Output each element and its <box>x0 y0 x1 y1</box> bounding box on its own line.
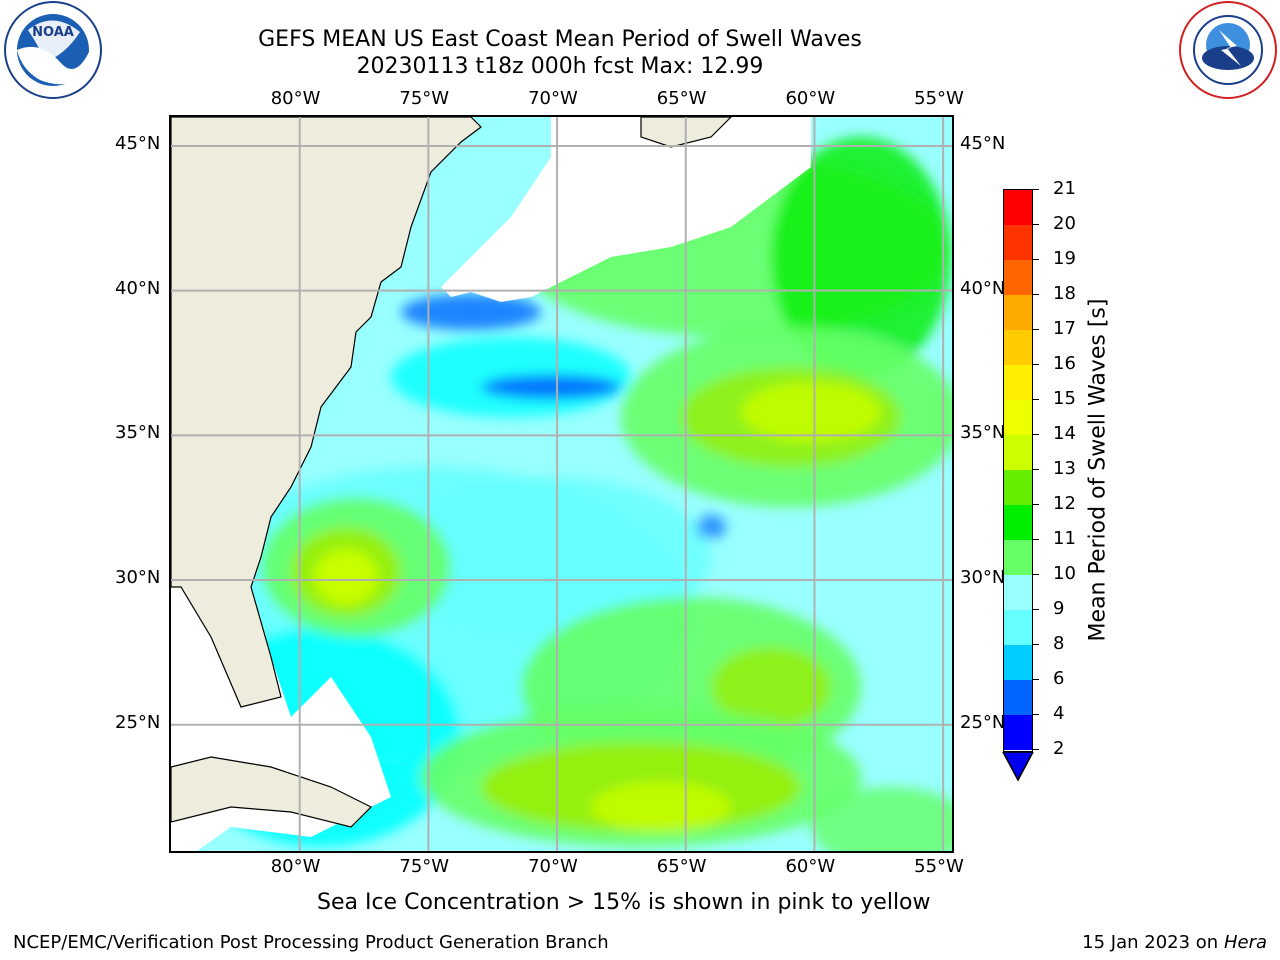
lon-label-bottom-1: 75°W <box>399 856 450 877</box>
colorbar-segment-11 <box>1004 505 1032 540</box>
colorbar-tickmark-19 <box>1033 259 1039 260</box>
colorbar-segment-19 <box>1004 225 1032 260</box>
colorbar-segment-9 <box>1004 575 1032 610</box>
colorbar-tickmark-6 <box>1033 679 1039 680</box>
lon-label-bottom-5: 55°W <box>914 856 964 877</box>
lon-label-bottom-3: 65°W <box>656 856 707 877</box>
colorbar-label-13: 13 <box>1053 458 1076 479</box>
lat-label-left-4: 25°N <box>115 711 161 733</box>
land-us-east-coast <box>171 117 482 708</box>
lon-label-top-0: 80°W <box>270 88 321 109</box>
noaa-logo: NOAA <box>4 1 102 99</box>
lon-label-top-5: 55°W <box>914 88 964 109</box>
colorbar-label-21: 21 <box>1053 178 1076 199</box>
lat-label-right-0: 45°N <box>960 132 1006 154</box>
colorbar-label-12: 12 <box>1053 493 1076 514</box>
colorbar-tickmark-21 <box>1033 189 1039 190</box>
colorbar-under-arrow <box>1002 752 1034 782</box>
colorbar-tickmark-9 <box>1033 609 1039 610</box>
lat-label-left-0: 45°N <box>115 132 161 154</box>
footer-host: Hera <box>1223 932 1267 953</box>
swell-field-shading <box>171 137 952 851</box>
lat-label-left-2: 35°N <box>115 422 161 444</box>
nodata-region-north <box>441 117 811 302</box>
lat-label-left-1: 40°N <box>115 277 161 299</box>
colorbar-label-17: 17 <box>1053 318 1076 339</box>
colorbar-tickmark-10 <box>1033 574 1039 575</box>
colorbar-segment-17 <box>1004 295 1032 330</box>
colorbar-tickmark-20 <box>1033 224 1039 225</box>
colorbar-tickmark-2 <box>1033 749 1039 750</box>
lat-label-right-3: 30°N <box>960 567 1006 589</box>
colorbar-segment-8 <box>1004 610 1032 645</box>
footer-left: NCEP/EMC/Verification Post Processing Pr… <box>13 932 609 953</box>
lon-label-top-3: 65°W <box>656 88 707 109</box>
colorbar-label-6: 6 <box>1053 668 1065 689</box>
colorbar-tickmark-17 <box>1033 329 1039 330</box>
chart-title: GEFS MEAN US East Coast Mean Period of S… <box>258 27 862 52</box>
colorbar-label-9: 9 <box>1053 598 1065 619</box>
land-cuba <box>171 756 373 828</box>
colorbar-tickmark-12 <box>1033 504 1039 505</box>
colorbar-label-16: 16 <box>1053 353 1076 374</box>
sea-ice-note: Sea Ice Concentration > 15% is shown in … <box>317 890 931 915</box>
noaa-logo-text: NOAA <box>32 25 74 40</box>
colorbar-label-20: 20 <box>1053 213 1076 234</box>
colorbar-tickmark-14 <box>1033 434 1039 435</box>
colorbar-tickmark-8 <box>1033 644 1039 645</box>
map-plot-area <box>169 115 954 853</box>
colorbar-segment-18 <box>1004 260 1032 295</box>
colorbar-label-4: 4 <box>1053 703 1065 724</box>
colorbar-label-10: 10 <box>1053 563 1076 584</box>
lon-label-bottom-2: 70°W <box>528 856 578 877</box>
colorbar-label-11: 11 <box>1053 528 1076 549</box>
colorbar-tickmark-4 <box>1033 714 1039 715</box>
colorbar-label-8: 8 <box>1053 633 1065 654</box>
colorbar-segment-10 <box>1004 540 1032 575</box>
colorbar-segment-2 <box>1004 715 1032 750</box>
colorbar-segment-14 <box>1004 400 1032 435</box>
colorbar-segment-20 <box>1004 190 1032 225</box>
colorbar-tickmark-18 <box>1033 294 1039 295</box>
lon-label-bottom-4: 60°W <box>785 856 836 877</box>
lat-label-right-1: 40°N <box>960 277 1006 299</box>
lon-label-top-4: 60°W <box>785 88 836 109</box>
footer-right: 15 Jan 2023 on Hera <box>1082 933 1267 953</box>
colorbar-label-14: 14 <box>1053 423 1076 444</box>
lat-label-right-4: 25°N <box>960 711 1006 733</box>
colorbar <box>1003 189 1033 752</box>
colorbar-segment-6 <box>1004 645 1032 680</box>
lon-label-top-2: 70°W <box>528 88 578 109</box>
colorbar-tickmark-16 <box>1033 364 1039 365</box>
colorbar-segment-13 <box>1004 435 1032 470</box>
colorbar-segment-4 <box>1004 680 1032 715</box>
colorbar-tickmark-11 <box>1033 539 1039 540</box>
colorbar-segment-15 <box>1004 365 1032 400</box>
colorbar-title: Mean Period of Swell Waves [s] <box>1085 298 1111 642</box>
colorbar-segment-12 <box>1004 470 1032 505</box>
chart-subtitle: 20230113 t18z 000h fcst Max: 12.99 <box>356 54 764 79</box>
colorbar-label-15: 15 <box>1053 388 1076 409</box>
lon-label-top-1: 75°W <box>399 88 450 109</box>
lat-label-left-3: 30°N <box>115 567 161 589</box>
colorbar-segment-16 <box>1004 330 1032 365</box>
swell-period-map <box>171 117 952 851</box>
map-gridlines <box>171 117 952 851</box>
colorbar-tickmark-15 <box>1033 399 1039 400</box>
colorbar-tickmark-13 <box>1033 469 1039 470</box>
colorbar-label-2: 2 <box>1053 738 1065 759</box>
nws-logo <box>1179 1 1277 99</box>
colorbar-label-18: 18 <box>1053 283 1076 304</box>
colorbar-label-19: 19 <box>1053 248 1076 269</box>
lat-label-right-2: 35°N <box>960 422 1006 444</box>
lon-label-bottom-0: 80°W <box>270 856 321 877</box>
footer-date: 15 Jan 2023 on <box>1082 932 1224 953</box>
